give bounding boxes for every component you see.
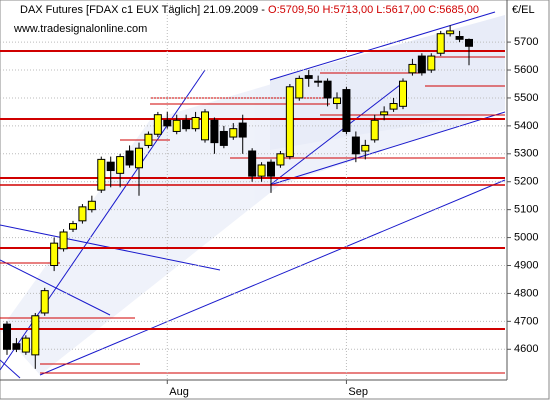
y-tick-label: 4700	[514, 315, 538, 327]
candle-body	[153, 114, 162, 135]
candle-body	[191, 116, 200, 130]
candle-body	[285, 86, 294, 158]
candle-body	[182, 119, 191, 130]
subtitle: www.tradesignalonline.com	[13, 23, 147, 35]
candle-body	[135, 147, 143, 169]
y-tick-label: 5200	[514, 176, 538, 188]
candle-body	[78, 206, 87, 222]
candle-body	[144, 133, 153, 146]
trendline	[269, 84, 401, 186]
candle-body	[267, 161, 275, 177]
candle-body	[257, 164, 266, 177]
candle-body	[351, 136, 360, 155]
title: DAX Futures [FDAX c1 EUX Täglich] 21.09.…	[20, 4, 265, 16]
candle-body	[210, 119, 219, 144]
candle-body	[380, 111, 389, 116]
candle-body	[125, 150, 134, 166]
candle-body	[106, 161, 115, 172]
channel-shade	[270, 15, 505, 150]
candle-body	[229, 128, 238, 138]
x-tick-label: Sep	[348, 386, 368, 398]
candle-body	[163, 119, 172, 127]
candle-body	[219, 130, 228, 146]
candle-body	[248, 150, 257, 177]
candle-body	[116, 156, 125, 174]
chart-title: DAX Futures [FDAX c1 EUX Täglich] 21.09.…	[20, 4, 479, 16]
candle-body	[50, 242, 59, 267]
y-tick-label: 5400	[514, 120, 538, 132]
x-tick-label: Aug	[169, 386, 189, 398]
y-tick-label: 5100	[514, 204, 538, 216]
candle-body	[455, 36, 464, 40]
candle-body	[40, 290, 49, 314]
y-tick-label: 5600	[514, 64, 538, 76]
candle-body	[304, 75, 313, 79]
candle-body	[97, 158, 106, 191]
candle-body	[436, 33, 445, 54]
candle-body	[427, 55, 436, 71]
trendline	[0, 359, 21, 379]
candle-body	[333, 97, 341, 105]
trendline	[269, 11, 496, 81]
candle-body	[69, 223, 77, 230]
candle-body	[31, 315, 40, 356]
y-tick-label: 5000	[514, 231, 538, 243]
candle-body	[87, 200, 96, 211]
channels	[0, 15, 505, 375]
y-tick-label: 5300	[514, 148, 538, 160]
candle-body	[323, 80, 332, 99]
y-tick-label: 4800	[514, 287, 538, 299]
y-axis-label: €/EL	[512, 4, 535, 16]
candle-body	[21, 337, 30, 353]
ohlc: O:5709,50 H:5713,00 L:5617,00 C:5685,00	[268, 4, 479, 16]
candle-body	[314, 80, 323, 83]
candle-body	[389, 103, 398, 110]
candle-body	[276, 153, 285, 166]
candle-body	[342, 89, 351, 132]
candle-body	[446, 30, 455, 35]
candle-body	[201, 111, 209, 141]
y-tick-label: 5700	[514, 36, 538, 48]
candle-body	[370, 119, 379, 141]
y-tick-label: 4600	[514, 343, 538, 355]
candle-body	[399, 80, 407, 107]
candle-body	[172, 119, 181, 132]
trendline	[0, 259, 111, 316]
candle-body	[3, 323, 11, 350]
trendline	[39, 179, 506, 376]
candle-body	[417, 55, 426, 74]
candle-body	[12, 343, 21, 350]
candle-body	[295, 77, 304, 99]
candle-body	[59, 231, 68, 250]
candle-body	[465, 38, 473, 47]
candle-body	[238, 122, 247, 138]
y-tick-label: 5500	[514, 92, 538, 104]
candle-body	[408, 63, 417, 74]
trendline	[269, 111, 506, 186]
candle-body	[361, 144, 370, 152]
y-tick-label: 4900	[514, 259, 538, 271]
